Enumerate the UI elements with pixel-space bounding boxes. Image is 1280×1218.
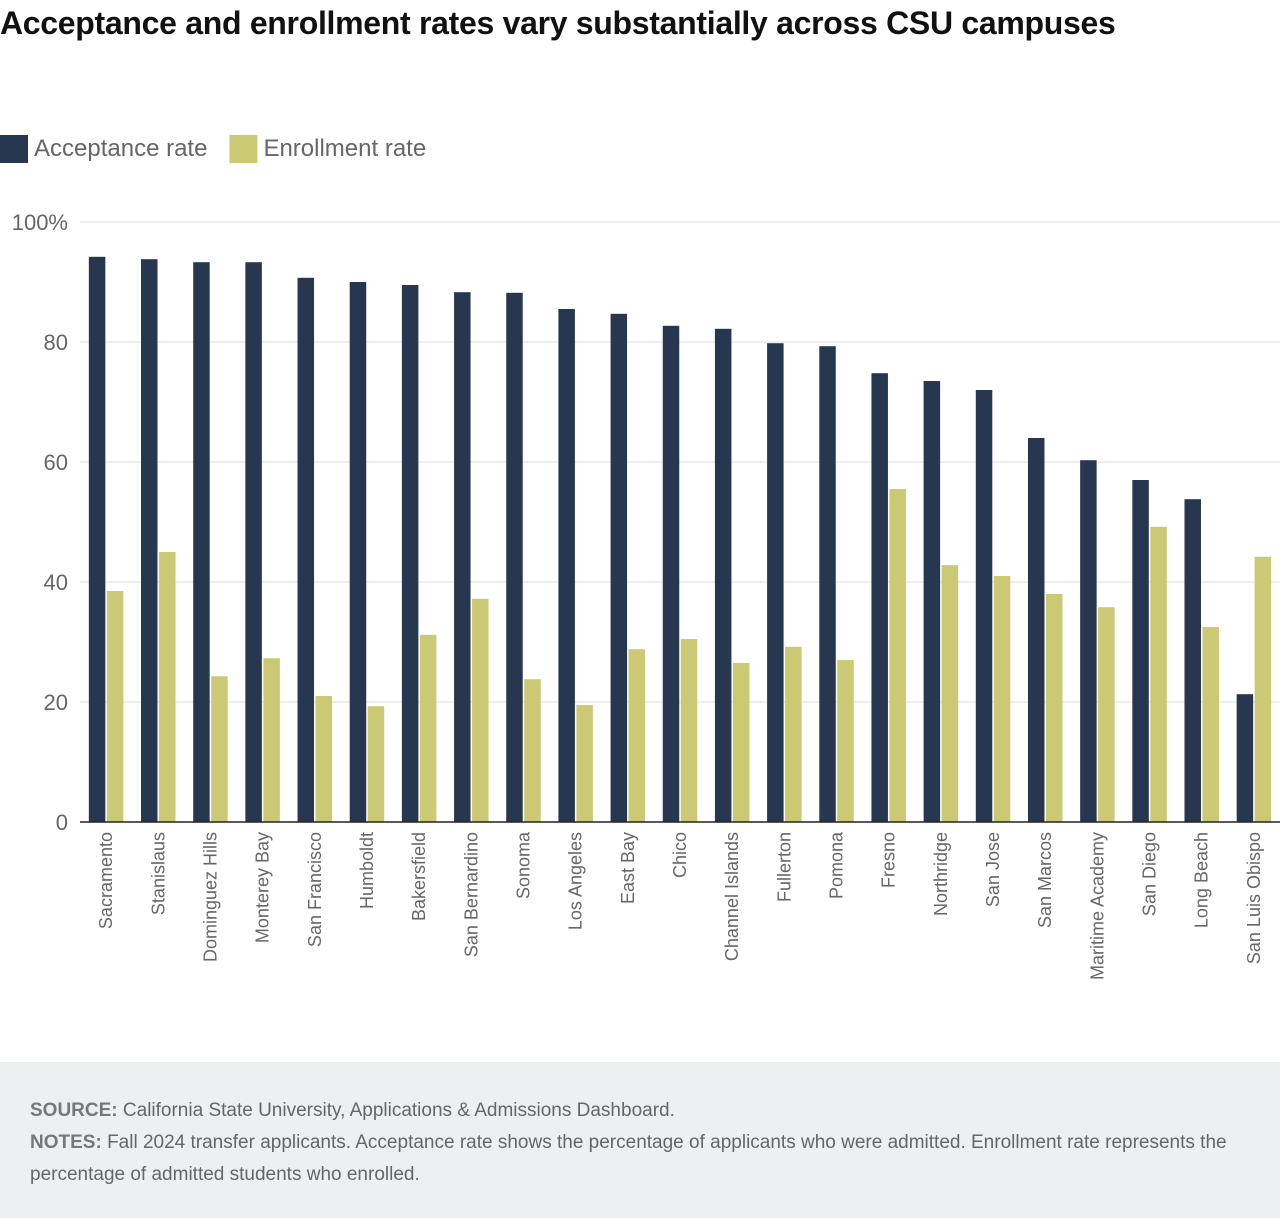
y-tick-label: 80: [44, 330, 68, 355]
x-tick-label: Long Beach: [1192, 832, 1212, 928]
bar: [141, 259, 158, 822]
bar: [88, 256, 106, 822]
bar: [558, 309, 575, 822]
x-tick-label: Sonoma: [513, 831, 533, 899]
notes: NOTES: Fall 2024 transfer applicants. Ac…: [30, 1127, 1250, 1191]
bar: [524, 679, 541, 822]
x-tick-label: Channel Islands: [722, 832, 742, 961]
bar: [245, 262, 262, 822]
bar: [106, 591, 124, 822]
bar: [662, 325, 680, 822]
bar: [1150, 526, 1167, 822]
x-tick-label: Los Angeles: [566, 832, 586, 930]
bar: [263, 658, 280, 822]
notes-label: NOTES:: [30, 1132, 102, 1153]
x-tick-label: Dominguez Hills: [200, 832, 220, 962]
x-tick-label: Chico: [670, 832, 690, 878]
bar: [923, 381, 941, 822]
bar: [1184, 499, 1201, 822]
x-tick-label: San Diego: [1140, 832, 1160, 916]
y-tick-label: 60: [44, 450, 68, 475]
chart-title: Acceptance and enrollment rates vary sub…: [0, 5, 1116, 41]
bar: [315, 696, 333, 822]
y-tick-label: 20: [44, 690, 68, 715]
x-tick-label: Stanislaus: [148, 832, 168, 915]
bar: [1098, 607, 1115, 822]
x-tick-label: Monterey Bay: [253, 832, 273, 943]
source: SOURCE: California State University, App…: [30, 1095, 1250, 1127]
bar: [454, 292, 471, 822]
bar: [401, 285, 419, 822]
bar: [975, 390, 993, 822]
bar: [837, 660, 854, 822]
bar: [610, 313, 628, 822]
chart: Acceptance rate Enrollment rate 0 20 40 60 80 1…: [0, 135, 1280, 980]
bar: [1132, 480, 1149, 822]
source-text: California State University, Application…: [122, 1100, 675, 1121]
x-tick-label: Pomona: [827, 831, 847, 899]
bar: [1202, 627, 1219, 822]
notes-text: Fall 2024 transfer applicants. Acceptanc…: [30, 1132, 1227, 1185]
bar: [193, 262, 210, 822]
x-tick-label: San Bernardino: [461, 832, 481, 957]
bar: [993, 576, 1011, 822]
bar: [680, 639, 698, 822]
bar: [819, 346, 836, 822]
bar: [714, 328, 732, 822]
footer: SOURCE: California State University, App…: [0, 1062, 1280, 1218]
x-tick-label: East Bay: [618, 832, 638, 904]
x-tick-label: Humboldt: [357, 832, 377, 909]
legend-swatch: [229, 135, 258, 163]
bar: [576, 705, 593, 822]
bar: [1080, 460, 1097, 822]
source-label: SOURCE:: [30, 1100, 118, 1121]
bar: [628, 649, 646, 822]
bar: [889, 489, 906, 822]
x-tick-label: Fresno: [879, 832, 899, 888]
legend-label: Enrollment rate: [263, 135, 426, 162]
bar: [159, 552, 176, 822]
y-tick-label: 0: [56, 810, 68, 835]
bar: [297, 277, 315, 822]
x-tick-label: San Jose: [983, 832, 1003, 907]
bar: [472, 598, 489, 822]
bar: [1236, 694, 1254, 822]
x-tick-label: Sacramento: [96, 832, 116, 929]
bar: [367, 706, 385, 822]
bar: [349, 282, 367, 822]
bar: [1254, 556, 1272, 822]
x-tick-label: Maritime Academy: [1087, 832, 1107, 980]
legend-swatch: [0, 135, 28, 163]
bar: [419, 634, 437, 822]
x-tick-label: Northridge: [931, 832, 951, 916]
bar: [785, 646, 802, 822]
bar: [767, 343, 784, 822]
y-tick-label: 40: [44, 570, 68, 595]
x-tick-label: San Francisco: [305, 832, 325, 947]
bar: [1045, 594, 1063, 822]
bar: [941, 565, 959, 822]
y-tick-label: 100%: [12, 210, 68, 235]
x-tick-label: San Luis Obispo: [1244, 832, 1264, 964]
bar: [211, 676, 228, 822]
bar: [732, 663, 750, 822]
bar: [506, 292, 523, 822]
bar: [1027, 438, 1045, 822]
bar: [871, 373, 888, 822]
x-tick-label: Fullerton: [774, 832, 794, 902]
x-tick-label: Bakersfield: [409, 832, 429, 921]
legend-label: Acceptance rate: [34, 135, 207, 162]
x-tick-label: San Marcos: [1035, 832, 1055, 928]
